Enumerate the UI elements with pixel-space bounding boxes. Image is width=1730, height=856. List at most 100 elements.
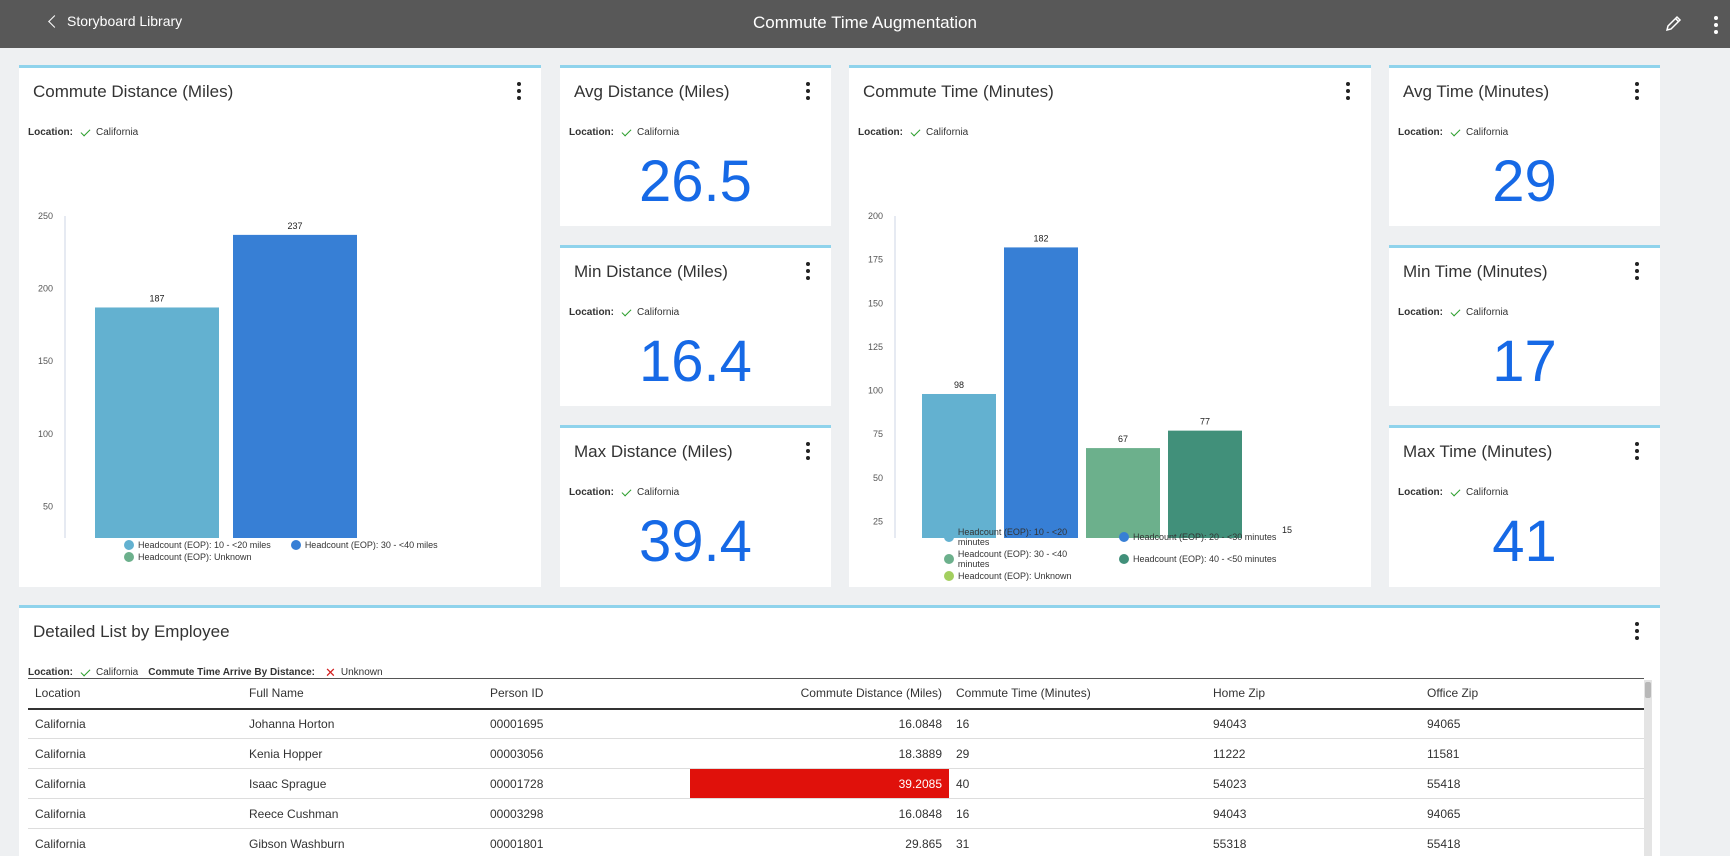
table-cell: 11222 (1206, 738, 1420, 769)
y-tick-label: 175 (868, 255, 883, 265)
card-menu-icon[interactable] (803, 82, 813, 102)
data-label: 98 (954, 380, 964, 390)
check-icon (621, 126, 632, 136)
min-distance-card: Min Distance (Miles) Location: California… (560, 245, 831, 406)
y-tick-label: 150 (38, 356, 53, 366)
kpi-value: 39.4 (639, 509, 752, 574)
bar[interactable] (1004, 247, 1078, 538)
column-header[interactable]: Office Zip (1420, 678, 1644, 710)
table-row[interactable]: California Reece Cushman 00003298 16.0848 16… (28, 798, 1644, 829)
check-icon (1450, 126, 1461, 136)
table-filters: Location: California Commute Time Arrive … (28, 666, 383, 679)
card-menu-icon[interactable] (1632, 622, 1642, 642)
table-cell: California (28, 738, 242, 769)
filter-label: Location: (1398, 307, 1443, 318)
filter-label: Location: (569, 127, 614, 138)
table-header-row: Location Full Name Person ID Commute Dis… (28, 678, 1644, 710)
y-tick-label: 100 (868, 386, 883, 396)
back-to-library-link[interactable]: Storyboard Library (48, 13, 182, 29)
table-cell: 94065 (1420, 798, 1644, 829)
more-options-icon[interactable] (1708, 14, 1724, 36)
card-menu-icon[interactable] (803, 262, 813, 282)
kpi-value: 41 (1492, 509, 1557, 574)
filter-label: Location: (1398, 487, 1443, 498)
column-header[interactable]: Full Name (242, 678, 483, 710)
table-scrollbar[interactable] (1644, 680, 1652, 856)
table-cell: California (28, 708, 242, 739)
table-cell: 55418 (1420, 768, 1644, 799)
data-label: 67 (1118, 434, 1128, 444)
kpi-value: 29 (1492, 149, 1557, 214)
y-tick-label: 200 (38, 284, 53, 294)
legend-item: Headcount (EOP): 40 - <50 minutes (1119, 549, 1276, 569)
filter-label: Location: (1398, 127, 1443, 138)
filter-value: California (637, 127, 680, 138)
table-cell: Gibson Washburn (242, 828, 483, 856)
bar[interactable] (922, 393, 996, 538)
table-cell: 00001728 (483, 768, 690, 799)
data-label: 77 (1200, 417, 1210, 427)
column-header[interactable]: Location (28, 678, 242, 710)
table-cell: 55418 (1420, 828, 1644, 856)
card-menu-icon[interactable] (1632, 442, 1642, 462)
kpi-value: 17 (1492, 329, 1557, 394)
table-cell: California (28, 798, 242, 829)
location-filter: Location: California (858, 126, 969, 138)
legend-item: Headcount (EOP): 10 - <20 minutes (944, 527, 1099, 547)
table-cell: Isaac Sprague (242, 768, 483, 799)
card-title: Avg Distance (Miles) (574, 82, 730, 101)
y-tick-label: 150 (868, 298, 883, 308)
column-header[interactable]: Commute Time (Minutes) (949, 678, 1206, 710)
min-time-card: Min Time (Minutes) Location: California 1… (1389, 245, 1660, 406)
bar[interactable] (1168, 430, 1242, 538)
table-cell: 29 (949, 738, 1206, 769)
card-title: Commute Time (Minutes) (863, 82, 1054, 101)
y-tick-label: 75 (873, 429, 883, 439)
table-cell: 00001801 (483, 828, 690, 856)
y-tick-label: 25 (873, 516, 883, 526)
card-title: Min Distance (Miles) (574, 262, 728, 281)
max-distance-card: Max Distance (Miles) Location: California… (560, 425, 831, 587)
card-menu-icon[interactable] (1632, 82, 1642, 102)
data-label: 187 (149, 293, 164, 303)
table-scrollbar-thumb[interactable] (1645, 682, 1651, 698)
table-row[interactable]: California Johanna Horton 00001695 16.0848 1… (28, 708, 1644, 739)
location-filter: Location: California (1398, 306, 1508, 318)
table-row[interactable]: California Isaac Sprague 00001728 39.2085 40… (28, 768, 1644, 799)
y-tick-label: 200 (868, 211, 883, 221)
table-cell: 39.2085 (690, 768, 949, 799)
data-label: 15 (1282, 525, 1292, 535)
filter-value: California (1466, 127, 1509, 138)
table-cell: 00001695 (483, 708, 690, 739)
filter-label: Location: (858, 127, 903, 138)
column-header[interactable]: Person ID (483, 678, 690, 710)
table-cell: 16.0848 (690, 708, 949, 739)
bar[interactable] (233, 234, 357, 538)
kpi-value: 26.5 (639, 149, 752, 214)
kpi-value: 16.4 (639, 329, 752, 394)
card-menu-icon[interactable] (803, 442, 813, 462)
filter-value: California (1466, 487, 1509, 498)
table-row[interactable]: California Gibson Washburn 00001801 29.865 3… (28, 828, 1644, 856)
table-cell: 31 (949, 828, 1206, 856)
table-cell: Reece Cushman (242, 798, 483, 829)
bar[interactable] (95, 307, 219, 538)
table-cell: 18.3889 (690, 738, 949, 769)
card-menu-icon[interactable] (1632, 262, 1642, 282)
filter-value: California (926, 127, 969, 138)
bar[interactable] (1086, 448, 1160, 538)
column-header[interactable]: Home Zip (1206, 678, 1420, 710)
filter-label: Location: (569, 487, 614, 498)
card-menu-icon[interactable] (1343, 82, 1353, 102)
table-cell: California (28, 768, 242, 799)
y-tick-label: 50 (873, 473, 883, 483)
table-row[interactable]: California Kenia Hopper 00003056 18.3889 29 1… (28, 738, 1644, 769)
table-cell: 94043 (1206, 708, 1420, 739)
legend-item: Headcount (EOP): 30 - <40 minutes (944, 549, 1099, 569)
card-menu-icon[interactable] (514, 82, 524, 102)
location-filter: Location: California (569, 126, 680, 138)
column-header[interactable]: Commute Distance (Miles) (690, 678, 949, 710)
max-time-card: Max Time (Minutes) Location: California 4… (1389, 425, 1660, 587)
card-title: Commute Distance (Miles) (33, 82, 234, 101)
pencil-icon[interactable] (1664, 13, 1684, 33)
